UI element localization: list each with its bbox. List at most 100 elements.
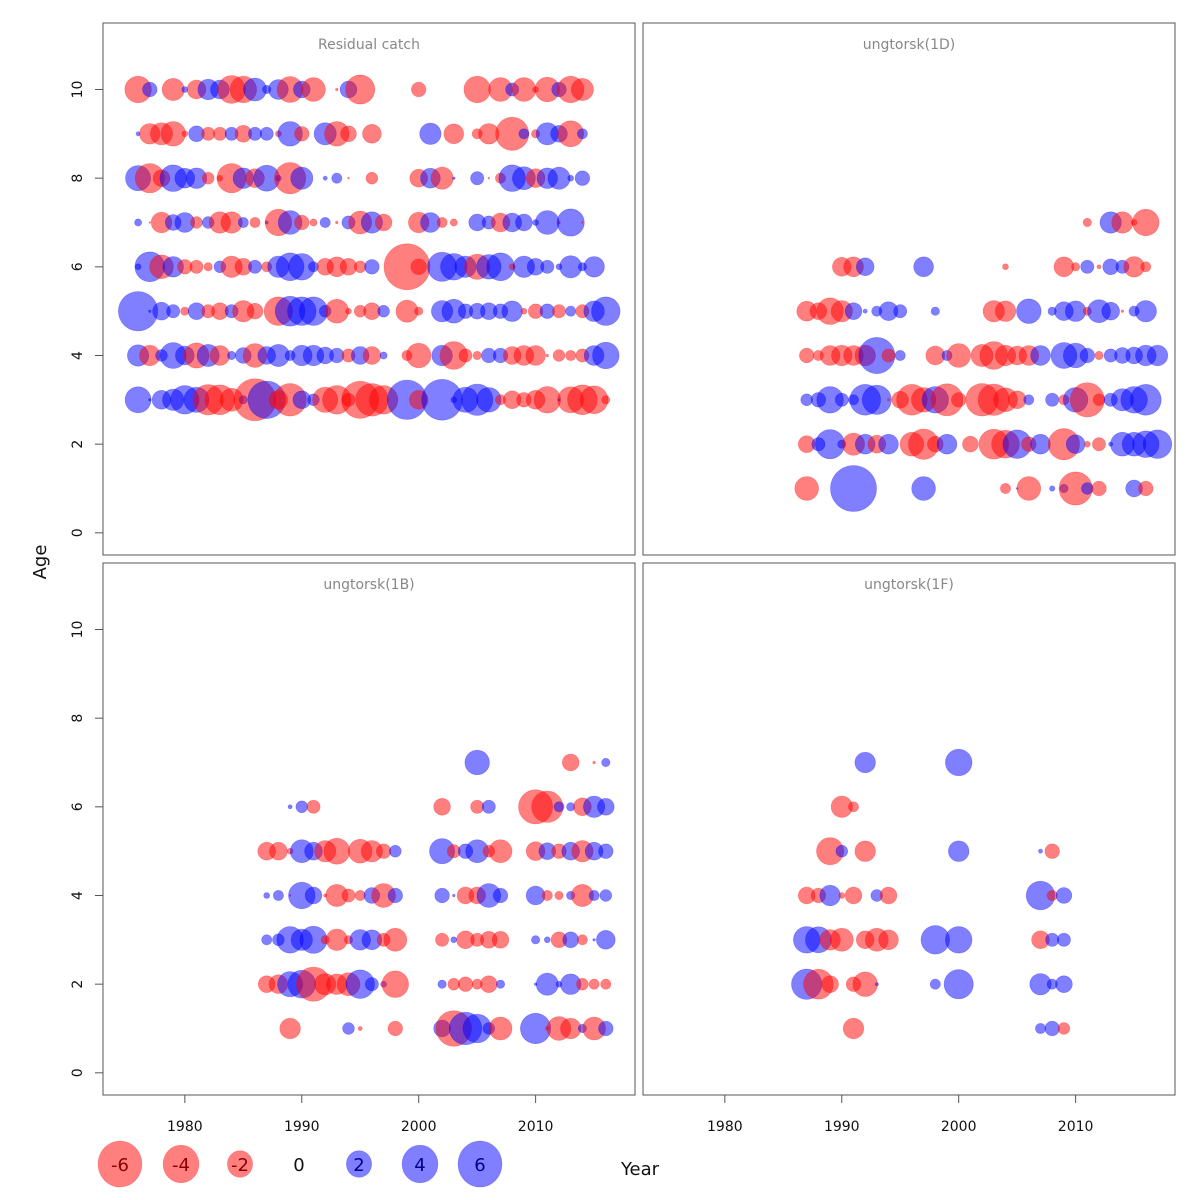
- bubble-point: [449, 218, 458, 227]
- bubble-point: [470, 171, 485, 186]
- bubble-point: [552, 304, 566, 319]
- bubble-point: [1092, 437, 1106, 452]
- bubble-point: [601, 757, 611, 767]
- bubble-point: [588, 890, 600, 901]
- bubble-point: [470, 799, 485, 814]
- bubble-point: [357, 1026, 363, 1031]
- y-tick-label: 8: [70, 174, 86, 183]
- legend-bubble: [227, 1150, 253, 1178]
- bubble-point: [364, 977, 379, 992]
- panel-frame: [642, 562, 1176, 1096]
- bubble-point: [556, 208, 585, 237]
- bubble-point: [819, 884, 841, 907]
- bubble-point: [335, 87, 339, 92]
- bubble-point: [592, 938, 596, 942]
- bubble-point: [248, 259, 262, 274]
- bubble-point: [287, 804, 293, 810]
- bubble-point: [379, 351, 388, 360]
- bubble-point: [599, 889, 612, 902]
- bubble-point: [488, 1016, 513, 1041]
- legend-bubble: [97, 1140, 143, 1188]
- bubble-point: [411, 81, 427, 98]
- bubble-point: [547, 166, 571, 190]
- panel-title: ungtorsk(1B): [323, 577, 414, 593]
- bubble-point: [893, 304, 908, 319]
- bubble-point: [148, 221, 152, 224]
- bubble-point: [936, 434, 958, 455]
- x-tick-label: 1980: [167, 1119, 203, 1135]
- bubble-point: [1055, 887, 1073, 904]
- bubble-point: [1120, 309, 1124, 313]
- bubble-point: [142, 81, 158, 98]
- bubble-point: [437, 979, 447, 989]
- bubble-point: [1023, 394, 1035, 406]
- legend-label: -6: [111, 1155, 129, 1176]
- bubble-point: [1057, 1022, 1071, 1035]
- bubble-point: [531, 935, 541, 945]
- panel-title: ungtorsk(1D): [863, 37, 955, 53]
- bubble-point: [364, 259, 380, 275]
- bubble-point: [597, 798, 615, 816]
- bubble-point: [565, 350, 577, 361]
- bubble-point: [1000, 483, 1011, 494]
- bubble-point: [323, 837, 351, 865]
- bubble-point: [1096, 264, 1102, 270]
- panel-bottom-left: ungtorsk(1B): [102, 562, 636, 1096]
- bubble-point: [930, 306, 940, 316]
- bubble-point: [1016, 298, 1042, 324]
- bubble-point: [830, 465, 877, 512]
- bubble-point: [203, 262, 213, 272]
- panel-frame: [102, 22, 636, 556]
- bubble-point: [848, 801, 859, 813]
- bubble-point: [881, 348, 896, 363]
- bubble-point: [491, 931, 510, 949]
- bubble-point: [452, 176, 456, 180]
- bubble-point: [387, 1020, 403, 1037]
- bubble-point: [249, 217, 261, 228]
- bubble-point: [1101, 302, 1120, 321]
- bubble-point: [540, 259, 555, 274]
- bubble-point: [374, 213, 393, 232]
- bubble-point: [304, 886, 323, 905]
- bubble-point: [1044, 1020, 1060, 1037]
- bubble-point: [492, 887, 509, 904]
- bubble-point: [406, 342, 432, 369]
- bubble-point: [294, 126, 310, 142]
- bubble-point: [452, 893, 456, 898]
- bubble-point: [261, 934, 273, 946]
- bubble-point: [324, 299, 349, 324]
- bubble-point: [464, 749, 490, 776]
- bubble-point: [945, 748, 973, 777]
- bubble-point: [1130, 384, 1162, 416]
- x-tick-label: 2010: [518, 1119, 554, 1135]
- y-tick-label: 4: [70, 351, 86, 360]
- bubble-point: [1053, 256, 1075, 277]
- bubble-point: [854, 840, 876, 862]
- bubble-point: [434, 887, 450, 904]
- bubble-point: [541, 890, 553, 901]
- bubble-point: [443, 123, 464, 145]
- y-axis-label: Age: [30, 545, 51, 580]
- bubble-point: [1045, 392, 1060, 407]
- bubble-point: [1035, 1023, 1046, 1034]
- bubble-point: [463, 75, 491, 104]
- bubble-point: [322, 175, 328, 181]
- bubble-point: [829, 927, 854, 952]
- legend-label: 2: [353, 1155, 364, 1176]
- bubble-point: [272, 890, 284, 901]
- legend-label: 4: [414, 1155, 425, 1176]
- bubble-point: [543, 936, 551, 944]
- bubble-point: [1030, 434, 1051, 455]
- bubble-point: [951, 392, 967, 408]
- bubble-point: [457, 976, 474, 992]
- y-tick-label: 6: [70, 262, 86, 271]
- bubble-point: [878, 929, 899, 950]
- bubble-point: [835, 844, 848, 858]
- legend-label: 6: [474, 1155, 485, 1176]
- y-tick-label: 2: [70, 980, 86, 989]
- bubble-point: [1132, 208, 1160, 237]
- x-tick-label: 1990: [284, 1119, 320, 1135]
- bubble-point: [481, 799, 496, 814]
- bubble-point: [419, 122, 442, 145]
